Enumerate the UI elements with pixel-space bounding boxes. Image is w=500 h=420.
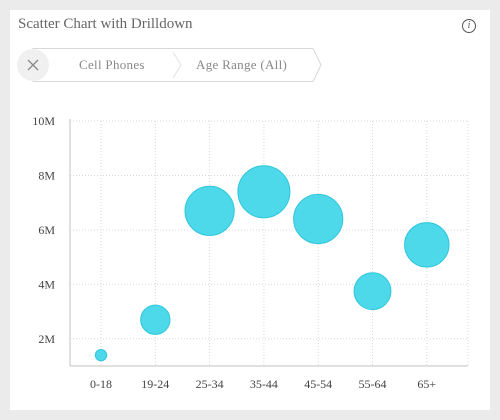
data-point[interactable] <box>353 272 392 311</box>
breadcrumb: Cell Phones Age Range (All) <box>16 48 326 82</box>
scatter-chart: 2M 4M 6M 8M 10M 0-18 19-24 25-34 35-44 45-54 55-64… <box>32 114 469 391</box>
y-tick-label: 10M <box>32 114 55 128</box>
close-icon <box>27 59 39 71</box>
data-point[interactable] <box>140 304 171 335</box>
data-point[interactable] <box>237 165 291 219</box>
x-tick-label: 19-24 <box>141 377 169 391</box>
y-tick-label: 4M <box>38 277 55 291</box>
data-point[interactable] <box>184 185 235 236</box>
info-icon[interactable]: i <box>462 19 476 33</box>
y-tick-label: 6M <box>38 223 55 237</box>
x-tick-label: 45-54 <box>304 377 332 391</box>
data-point[interactable] <box>293 193 344 245</box>
y-tick-label: 2M <box>38 332 55 346</box>
breadcrumb-item-cell-phones[interactable]: Cell Phones <box>79 57 145 72</box>
chart-card: Scatter Chart with Drilldown i Cell Phon… <box>10 10 490 410</box>
data-point[interactable] <box>94 348 108 362</box>
breadcrumb-item-age-range[interactable]: Age Range (All) <box>196 57 288 72</box>
x-tick-label: 65+ <box>417 377 436 391</box>
y-tick-label: 8M <box>38 168 55 182</box>
x-tick-label: 55-64 <box>359 377 387 391</box>
data-point[interactable] <box>404 222 450 268</box>
x-tick-label: 25-34 <box>196 377 224 391</box>
chart-title: Scatter Chart with Drilldown <box>18 16 193 32</box>
close-button[interactable] <box>17 49 49 81</box>
x-tick-label: 0-18 <box>90 377 112 391</box>
x-tick-label: 35-44 <box>250 377 278 391</box>
